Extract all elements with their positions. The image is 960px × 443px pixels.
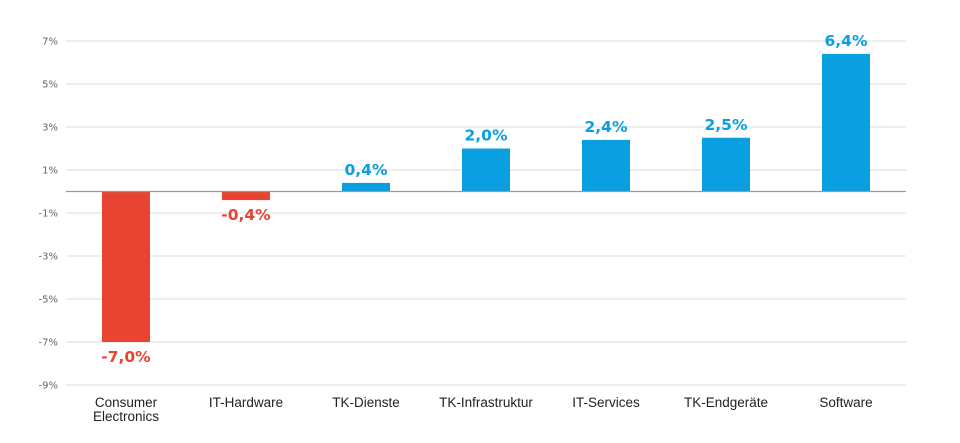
- gridlines: [66, 40, 906, 386]
- bar: [222, 191, 270, 201]
- category-label: IT-Services: [572, 395, 640, 410]
- data-labels: -7,0% -0,4% 0,4% 2,0% 2,4% 2,5% 6,4%: [101, 32, 868, 366]
- category-label: IT-Hardware: [209, 395, 283, 410]
- y-tick-label: 1%: [42, 166, 58, 177]
- bar: [582, 139, 630, 192]
- y-tick-label: 5%: [42, 80, 58, 91]
- bar: [342, 182, 390, 192]
- y-tick-label: 3%: [42, 123, 58, 134]
- data-label: 2,4%: [585, 118, 628, 136]
- data-label: -0,4%: [221, 206, 271, 224]
- y-tick-label: -1%: [39, 209, 58, 220]
- data-label: -7,0%: [101, 348, 151, 366]
- y-axis-tick-labels: 7% 5% 3% 1% -1% -3% -5% -7% -9%: [39, 37, 58, 392]
- y-tick-label: -5%: [39, 295, 58, 306]
- category-label: TK-Endgeräte: [684, 395, 768, 410]
- y-tick-label: 7%: [42, 37, 58, 48]
- bars: [102, 53, 870, 342]
- data-label: 2,5%: [705, 116, 748, 134]
- data-label: 6,4%: [825, 32, 868, 50]
- data-label: 2,0%: [465, 127, 508, 145]
- category-label: Software: [819, 395, 872, 410]
- y-tick-label: -9%: [39, 381, 58, 392]
- y-tick-label: -3%: [39, 252, 58, 263]
- category-label: Consumer: [95, 395, 158, 410]
- data-label: 0,4%: [345, 161, 388, 179]
- bar: [702, 137, 750, 192]
- category-label: TK-Dienste: [332, 395, 400, 410]
- bar: [462, 148, 510, 192]
- bar: [822, 53, 870, 192]
- y-tick-label: -7%: [39, 338, 58, 349]
- category-label: TK-Infrastruktur: [439, 395, 533, 410]
- bar: [102, 191, 150, 342]
- category-label: Electronics: [93, 409, 159, 424]
